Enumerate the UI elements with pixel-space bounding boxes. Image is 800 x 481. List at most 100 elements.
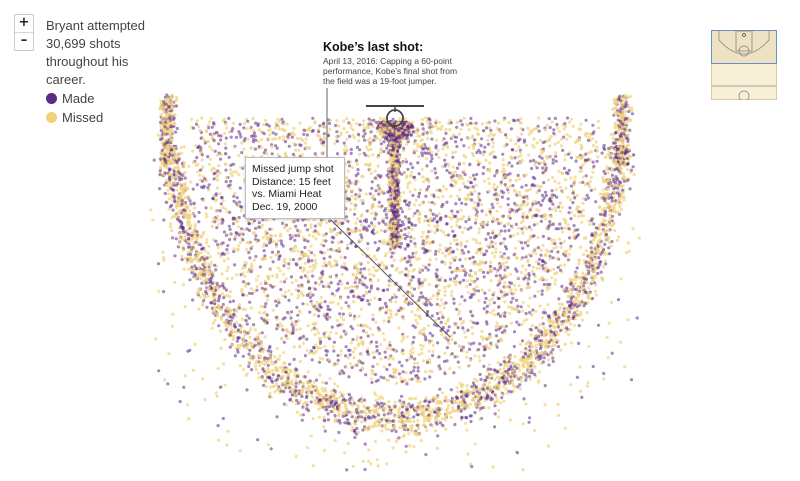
shot-dot[interactable] <box>562 127 566 131</box>
shot-dot[interactable] <box>339 306 344 310</box>
shot-dot[interactable] <box>363 418 367 422</box>
shot-dot[interactable] <box>305 302 309 306</box>
shot-dot[interactable] <box>167 104 171 109</box>
shot-dot[interactable] <box>309 400 313 404</box>
shot-dot[interactable] <box>590 217 594 221</box>
shot-dot[interactable] <box>261 367 265 371</box>
shot-dot[interactable] <box>632 153 636 157</box>
shot-dot[interactable] <box>260 331 264 335</box>
shot-dot[interactable] <box>277 119 281 124</box>
shot-dot[interactable] <box>613 121 617 125</box>
shot-dot[interactable] <box>445 399 449 403</box>
shot-dot[interactable] <box>315 396 319 400</box>
shot-dot[interactable] <box>527 304 531 308</box>
shot-dot[interactable] <box>252 219 257 223</box>
shot-dot[interactable] <box>355 404 360 408</box>
shot-dot[interactable] <box>295 368 299 372</box>
shot-dot[interactable] <box>428 258 432 262</box>
shot-dot[interactable] <box>548 125 552 130</box>
shot-dot[interactable] <box>217 299 221 303</box>
shot-dot[interactable] <box>625 136 629 140</box>
shot-dot[interactable] <box>250 262 254 266</box>
shot-dot[interactable] <box>345 230 349 234</box>
shot-dot[interactable] <box>513 246 518 250</box>
shot-dot[interactable] <box>399 402 403 406</box>
shot-dot[interactable] <box>419 400 423 404</box>
shot-dot[interactable] <box>514 142 518 146</box>
shot-dot[interactable] <box>167 124 171 128</box>
shot-dot[interactable] <box>624 116 628 120</box>
shot-dot[interactable] <box>288 362 292 366</box>
shot-dot[interactable] <box>238 323 242 327</box>
shot-dot[interactable] <box>491 145 495 149</box>
shot-dot[interactable] <box>521 372 525 376</box>
shot-dot[interactable] <box>286 376 290 380</box>
shot-dot[interactable] <box>433 231 437 235</box>
shot-dot[interactable] <box>311 293 315 297</box>
shot-dot[interactable] <box>623 99 627 103</box>
shot-dot[interactable] <box>206 155 210 159</box>
shot-dot[interactable] <box>516 161 520 165</box>
shot-dot[interactable] <box>607 221 611 225</box>
shot-dot[interactable] <box>556 325 561 329</box>
shot-dot[interactable] <box>152 158 156 162</box>
shot-dot[interactable] <box>496 387 500 391</box>
shot-dot[interactable] <box>387 400 391 404</box>
shot-dot[interactable] <box>477 403 482 407</box>
shot-dot[interactable] <box>302 128 306 132</box>
shot-dot[interactable] <box>201 301 205 306</box>
shot-dot[interactable] <box>275 377 279 381</box>
shot-dot[interactable] <box>484 213 488 217</box>
shot-dot[interactable] <box>616 186 620 190</box>
shot-dot[interactable] <box>518 383 522 387</box>
shot-dot[interactable] <box>278 354 282 358</box>
shot-dot[interactable] <box>548 257 552 261</box>
shot-dot[interactable] <box>419 139 423 143</box>
shot-dot[interactable] <box>563 314 567 318</box>
shot-dot[interactable] <box>567 120 572 124</box>
shot-dot[interactable] <box>553 179 557 184</box>
shot-dot[interactable] <box>466 328 470 332</box>
shot-dot[interactable] <box>239 165 243 169</box>
shot-dot[interactable] <box>423 219 427 223</box>
shot-dot[interactable] <box>298 380 302 384</box>
shot-dot[interactable] <box>615 238 620 242</box>
shot-dot[interactable] <box>292 345 296 349</box>
shot-dot[interactable] <box>565 133 569 137</box>
shot-dot[interactable] <box>618 119 622 123</box>
shot-dot[interactable] <box>369 298 373 302</box>
shot-dot[interactable] <box>402 411 406 416</box>
shot-dot[interactable] <box>520 264 525 268</box>
shot-dot[interactable] <box>570 288 574 292</box>
shot-dot[interactable] <box>333 389 337 393</box>
shot-dot[interactable] <box>480 137 484 141</box>
shot-dot[interactable] <box>407 432 411 436</box>
shot-dot[interactable] <box>417 286 421 290</box>
shot-dot[interactable] <box>462 278 466 282</box>
shot-dot[interactable] <box>607 246 611 250</box>
shot-dot[interactable] <box>458 225 462 229</box>
shot-dot[interactable] <box>363 427 368 431</box>
shot-dot[interactable] <box>566 300 570 304</box>
shot-dot[interactable] <box>509 287 513 292</box>
shot-dot[interactable] <box>554 159 558 163</box>
shot-dot[interactable] <box>435 268 439 272</box>
shot-dot[interactable] <box>290 387 294 392</box>
shot-dot[interactable] <box>271 260 275 264</box>
shot-dot[interactable] <box>186 220 190 224</box>
shot-dot[interactable] <box>590 279 594 283</box>
shot-dot[interactable] <box>476 396 480 400</box>
shot-dot[interactable] <box>516 385 520 389</box>
shot-dot[interactable] <box>411 251 415 255</box>
shot-dot[interactable] <box>195 274 199 278</box>
shot-dot[interactable] <box>462 169 466 173</box>
shot-dot[interactable] <box>597 227 601 231</box>
shot-dot[interactable] <box>424 177 428 181</box>
shot-dot[interactable] <box>175 188 179 192</box>
shot-dot[interactable] <box>394 429 398 434</box>
shot-dot[interactable] <box>575 309 579 313</box>
shot-dot[interactable] <box>402 400 406 404</box>
shot-dot[interactable] <box>188 256 192 260</box>
shot-dot[interactable] <box>453 422 457 427</box>
shot-dot[interactable] <box>265 152 269 156</box>
